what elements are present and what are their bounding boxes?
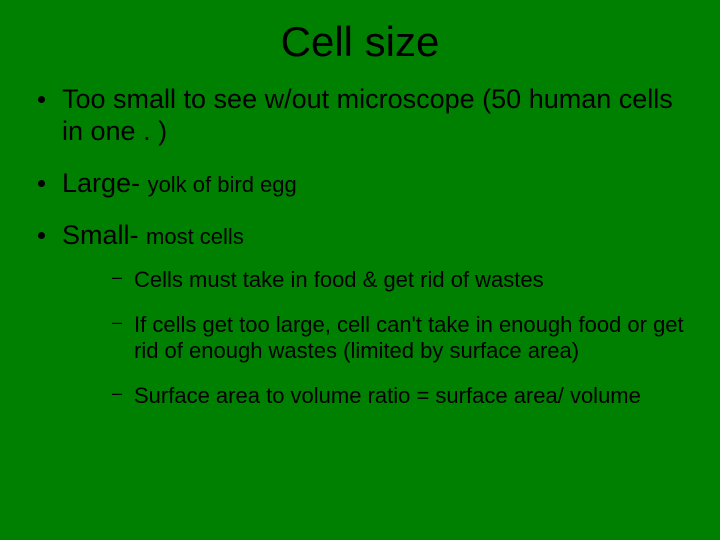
slide: Cell size Too small to see w/out microsc… (0, 0, 720, 540)
sub-bullet-text: If cells get too large, cell can't take … (134, 312, 684, 363)
bullet-item: Small- most cells Cells must take in foo… (28, 220, 692, 409)
bullet-list: Too small to see w/out microscope (50 hu… (28, 84, 692, 409)
bullet-suffix: yolk of bird egg (148, 172, 297, 197)
sub-bullet-text: Cells must take in food & get rid of was… (134, 267, 544, 292)
sub-bullet-list: Cells must take in food & get rid of was… (62, 267, 692, 409)
sub-bullet-item: Surface area to volume ratio = surface a… (106, 383, 692, 409)
bullet-text: Too small to see w/out microscope (50 hu… (62, 84, 673, 146)
bullet-prefix: Small- (62, 220, 146, 250)
sub-bullet-item: If cells get too large, cell can't take … (106, 312, 692, 365)
bullet-item: Too small to see w/out microscope (50 hu… (28, 84, 692, 148)
bullet-item: Large- yolk of bird egg (28, 168, 692, 200)
bullet-suffix: most cells (146, 224, 244, 249)
sub-bullet-text: Surface area to volume ratio = surface a… (134, 383, 641, 408)
bullet-prefix: Large- (62, 168, 148, 198)
slide-title: Cell size (28, 18, 692, 66)
sub-bullet-item: Cells must take in food & get rid of was… (106, 267, 692, 293)
